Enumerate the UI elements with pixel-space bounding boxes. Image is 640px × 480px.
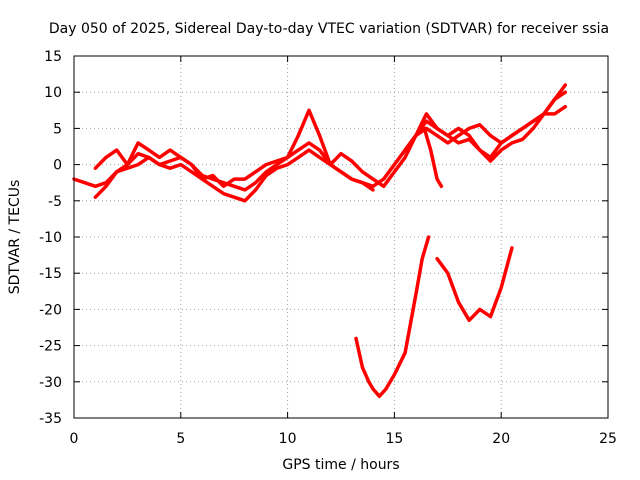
series-line-3 xyxy=(93,83,568,189)
axis-ticks: 0 5 10 15 20 25 15 10 5 0 -5 -10 -15 -20 -25 -30 -35 xyxy=(39,49,617,447)
x-tick-label: 20 xyxy=(492,431,510,447)
x-tick-label: 25 xyxy=(599,431,617,447)
x-axis-label: GPS time / hours xyxy=(282,457,399,473)
series-line-4 xyxy=(403,104,568,160)
x-tick-label: 10 xyxy=(279,431,297,447)
series-line-6 xyxy=(354,235,431,399)
chart-title: Day 050 of 2025, Sidereal Day-to-day VTE… xyxy=(49,21,609,37)
y-tick-label: -35 xyxy=(39,411,62,427)
y-tick-label: -30 xyxy=(39,375,62,391)
y-tick-label: -25 xyxy=(39,339,62,355)
y-tick-label: 5 xyxy=(53,121,62,137)
y-axis-label: SDTVAR / TECUs xyxy=(7,180,23,295)
y-tick-label: 0 xyxy=(53,158,62,174)
y-tick-label: 15 xyxy=(44,49,62,65)
series-line-2 xyxy=(93,148,375,203)
series-line-7 xyxy=(435,246,514,323)
x-tick-label: 0 xyxy=(70,431,79,447)
y-tick-label: -5 xyxy=(48,194,62,210)
series-line-5 xyxy=(422,126,444,189)
y-tick-label: -20 xyxy=(39,302,62,318)
y-tick-label: -10 xyxy=(39,230,62,246)
plot-series xyxy=(72,83,568,399)
y-tick-label: 10 xyxy=(44,85,62,101)
y-tick-label: -15 xyxy=(39,266,62,282)
x-tick-label: 5 xyxy=(176,431,185,447)
grid xyxy=(74,56,608,418)
series-line-1 xyxy=(72,90,568,192)
x-tick-label: 15 xyxy=(385,431,403,447)
